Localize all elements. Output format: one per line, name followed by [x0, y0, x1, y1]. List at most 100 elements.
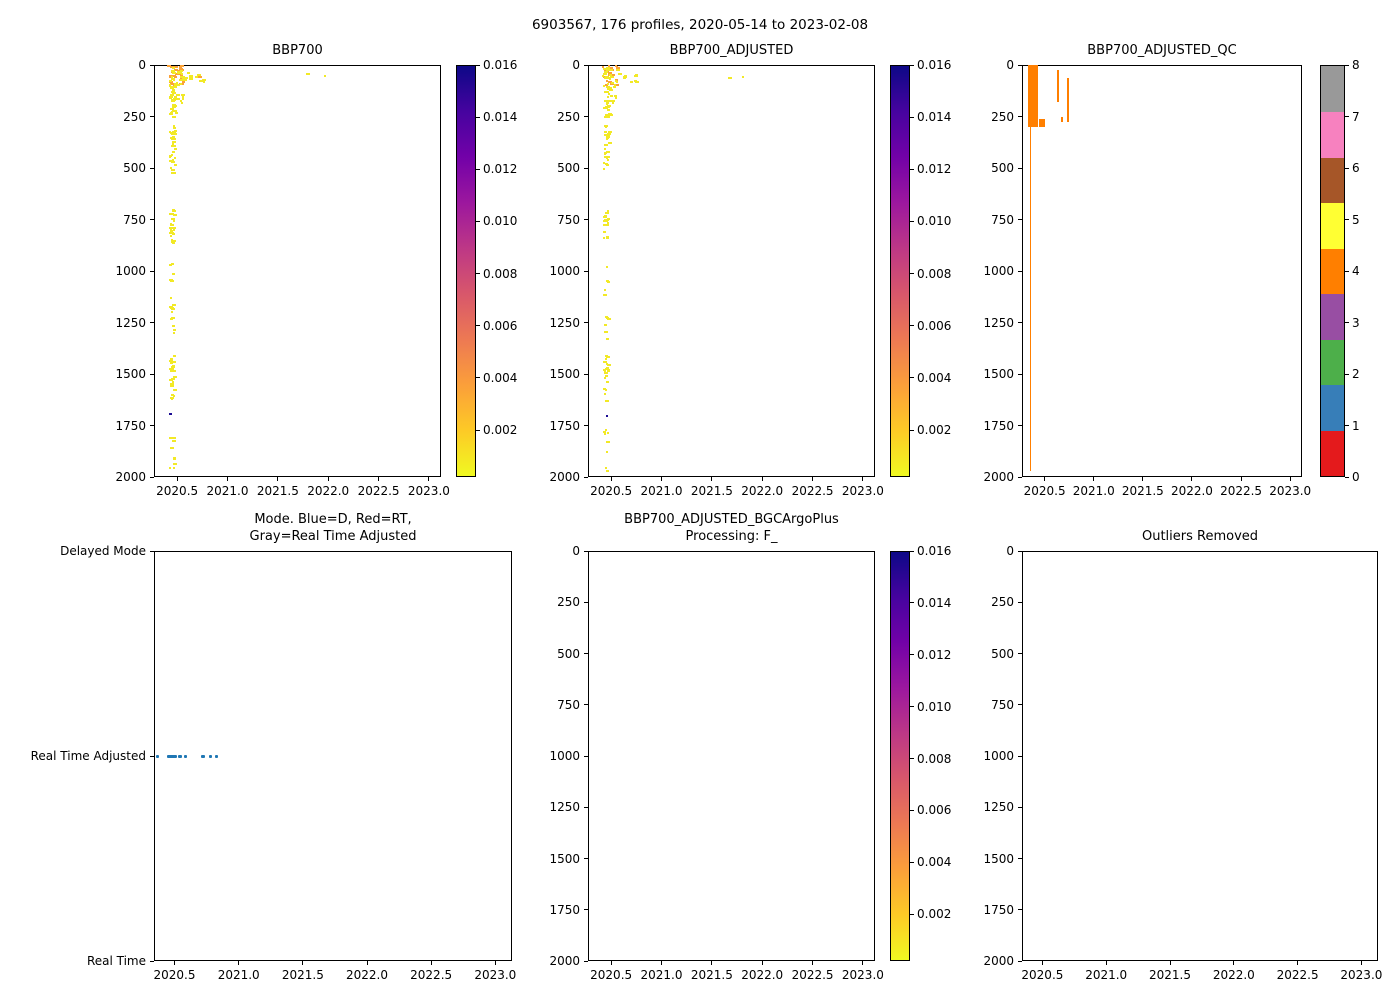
x-tick [661, 477, 662, 481]
scatter-mark [612, 83, 614, 85]
scatter-mark [608, 100, 611, 102]
colorbar-tick [476, 116, 480, 118]
x-tick-label: 2022.0 [741, 968, 784, 982]
scatter-mark [172, 87, 174, 89]
scatter-mark [615, 97, 617, 99]
scatter-mark [605, 84, 608, 86]
scatter-mark [174, 157, 176, 159]
scatter-mark [607, 96, 609, 98]
scatter-mark [605, 126, 607, 128]
scatter-mark [604, 91, 608, 93]
x-tick [378, 477, 380, 481]
subplot-mode-axes [154, 551, 512, 961]
colorbar-tick-label: 5 [1352, 212, 1360, 227]
subplot-outliers_removed-title: Outliers Removed [1141, 529, 1259, 544]
colorbar-bbp700 [456, 65, 476, 477]
scatter-mark [172, 104, 176, 106]
scatter-mark [170, 385, 174, 387]
colorbar-tick-label: 0.006 [483, 318, 518, 333]
y-tick [1018, 116, 1022, 117]
scatter-mark [609, 114, 613, 116]
x-tick [1289, 477, 1291, 481]
scatter-mark [324, 75, 326, 77]
scatter-mark [173, 214, 177, 216]
qc-flag-bar [1028, 65, 1038, 127]
colorbar-tick-label: 0.008 [917, 751, 952, 766]
scatter-mark [182, 98, 184, 100]
scatter-mark [612, 69, 614, 71]
scatter-mark [199, 80, 203, 82]
scatter-mark [607, 210, 609, 212]
colorbar-tick [910, 758, 914, 760]
x-tick [812, 477, 814, 481]
colorbar-tick [910, 654, 914, 656]
scatter-mark [169, 80, 172, 82]
scatter-mark [181, 94, 185, 96]
scatter-mark [605, 389, 607, 391]
y-tick [584, 425, 588, 426]
scatter-mark [173, 329, 176, 331]
y-tick [150, 425, 154, 426]
x-tick-label: 2022.5 [791, 968, 834, 982]
y-tick-label: 1250 [115, 315, 146, 330]
scatter-mark [172, 67, 175, 69]
scatter-mark [171, 398, 173, 400]
colorbar-tick-label: 0.008 [917, 266, 952, 281]
y-tick [584, 704, 588, 706]
scatter-mark [608, 131, 612, 133]
colorbar-tick [1345, 476, 1349, 478]
scatter-mark [175, 73, 178, 75]
y-tick [1018, 322, 1022, 323]
scatter-mark [172, 440, 176, 442]
scatter-mark [172, 210, 176, 212]
scatter-mark [604, 100, 608, 102]
scatter-mark [175, 66, 178, 68]
scatter-mark [173, 389, 177, 391]
y-tick-label: 2000 [983, 954, 1014, 968]
scatter-mark [176, 73, 180, 75]
scatter-mark [604, 134, 607, 136]
colorbar-tick [910, 809, 914, 811]
scatter-mark [616, 84, 619, 86]
x-tick [1105, 961, 1107, 965]
scatter-mark [172, 151, 175, 153]
scatter-mark [606, 156, 610, 158]
y-tick-label: 1000 [549, 749, 580, 763]
x-tick [174, 961, 176, 965]
y-tick-label: 1750 [115, 418, 146, 433]
y-tick [150, 167, 154, 169]
x-tick [1360, 961, 1362, 965]
y-tick-label: 250 [991, 109, 1014, 124]
scatter-mark [169, 156, 171, 158]
y-tick-label: 1000 [983, 264, 1014, 278]
scatter-mark [173, 332, 175, 334]
scatter-mark [173, 125, 175, 127]
scatter-mark [169, 264, 172, 266]
scatter-mark [612, 74, 615, 76]
colorbar-segment [1321, 339, 1344, 386]
scatter-mark [606, 106, 610, 108]
y-category-label: Delayed Mode [60, 544, 146, 558]
y-tick-label: 0 [572, 544, 580, 558]
x-tick [227, 477, 228, 481]
x-tick [176, 477, 178, 481]
y-tick-label: 500 [991, 646, 1014, 661]
scatter-mark [202, 79, 206, 81]
y-tick-label: 750 [557, 697, 580, 712]
scatter-mark [615, 65, 617, 67]
y-tick [584, 322, 588, 323]
scatter-mark [171, 232, 174, 234]
colorbar-tick-label: 0.002 [917, 423, 952, 438]
y-tick [584, 167, 588, 169]
scatter-mark [605, 368, 609, 370]
scatter-mark [171, 239, 173, 241]
scatter-mark [606, 164, 609, 166]
scatter-mark [603, 73, 607, 75]
subplot-bbp700-title: BBP700 [272, 43, 323, 58]
scatter-mark [196, 76, 199, 78]
scatter-mark [171, 138, 175, 140]
scatter-mark [171, 160, 173, 162]
colorbar-tick-label: 0 [1352, 470, 1360, 484]
colorbar-tick [476, 377, 480, 379]
subplot-bbp700_adjusted_qc-title: BBP700_ADJUSTED_QC [1087, 43, 1237, 58]
